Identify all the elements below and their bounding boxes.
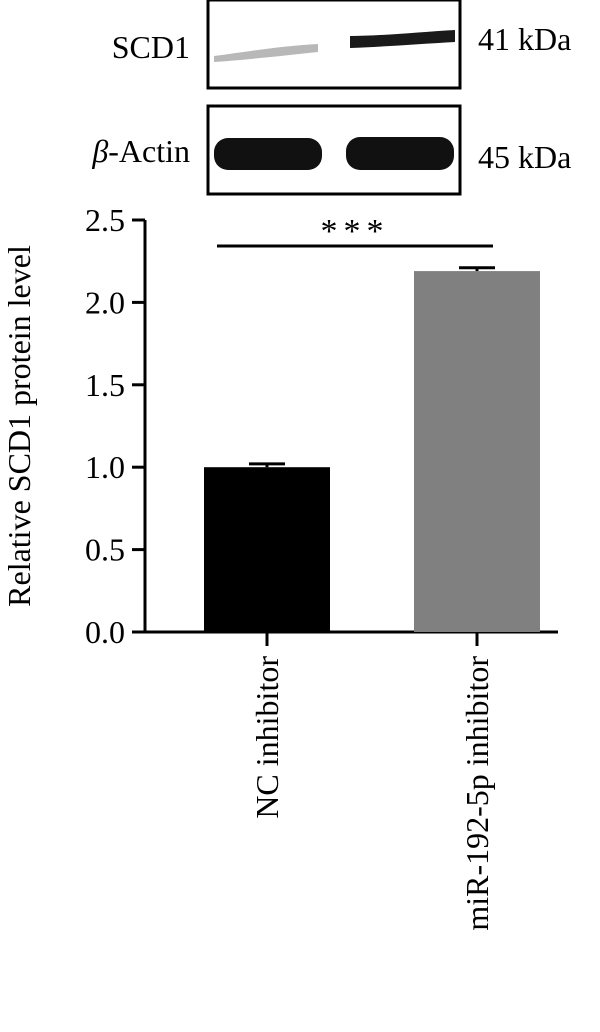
scd1-band-inhibitor [350, 30, 455, 48]
actin-label-text: -Actin [108, 133, 190, 169]
blot-label-scd1: SCD1 [112, 29, 190, 65]
y-axis-label: Relative SCD1 protein level [1, 245, 37, 607]
western-blot: SCD1 41 kDa β-Actin 45 kDa [91, 0, 571, 196]
actin-band-nc [214, 138, 322, 170]
bar [204, 467, 330, 632]
x-tick-label: NC inhibitor [249, 656, 285, 819]
blot-size-actin: 45 kDa [478, 139, 571, 175]
bar [414, 271, 540, 632]
x-tick-label: miR-192-5p inhibitor [459, 656, 495, 931]
significance-stars: *** [321, 213, 390, 250]
x-ticks: NC inhibitor miR-192-5p inhibitor [249, 632, 495, 931]
y-tick-label: 0.0 [85, 614, 125, 650]
blot-size-scd1: 41 kDa [478, 21, 571, 57]
bar-chart: Relative SCD1 protein level 0.0 0.5 1.0 1.5… [1, 202, 558, 931]
y-tick-label: 1.5 [85, 367, 125, 403]
blot-label-actin: β-Actin [91, 133, 190, 169]
y-tick-label: 2.0 [85, 284, 125, 320]
y-tick-label: 1.0 [85, 449, 125, 485]
y-tick-label: 2.5 [85, 202, 125, 238]
y-ticks: 0.0 0.5 1.0 1.5 2.0 2.5 [85, 202, 145, 650]
beta-symbol: β [91, 133, 108, 169]
bars [204, 266, 540, 632]
significance-annotation: *** [217, 213, 493, 250]
actin-band-inhibitor [346, 137, 454, 170]
y-tick-label: 0.5 [85, 532, 125, 568]
scd1-band-nc [214, 44, 318, 62]
